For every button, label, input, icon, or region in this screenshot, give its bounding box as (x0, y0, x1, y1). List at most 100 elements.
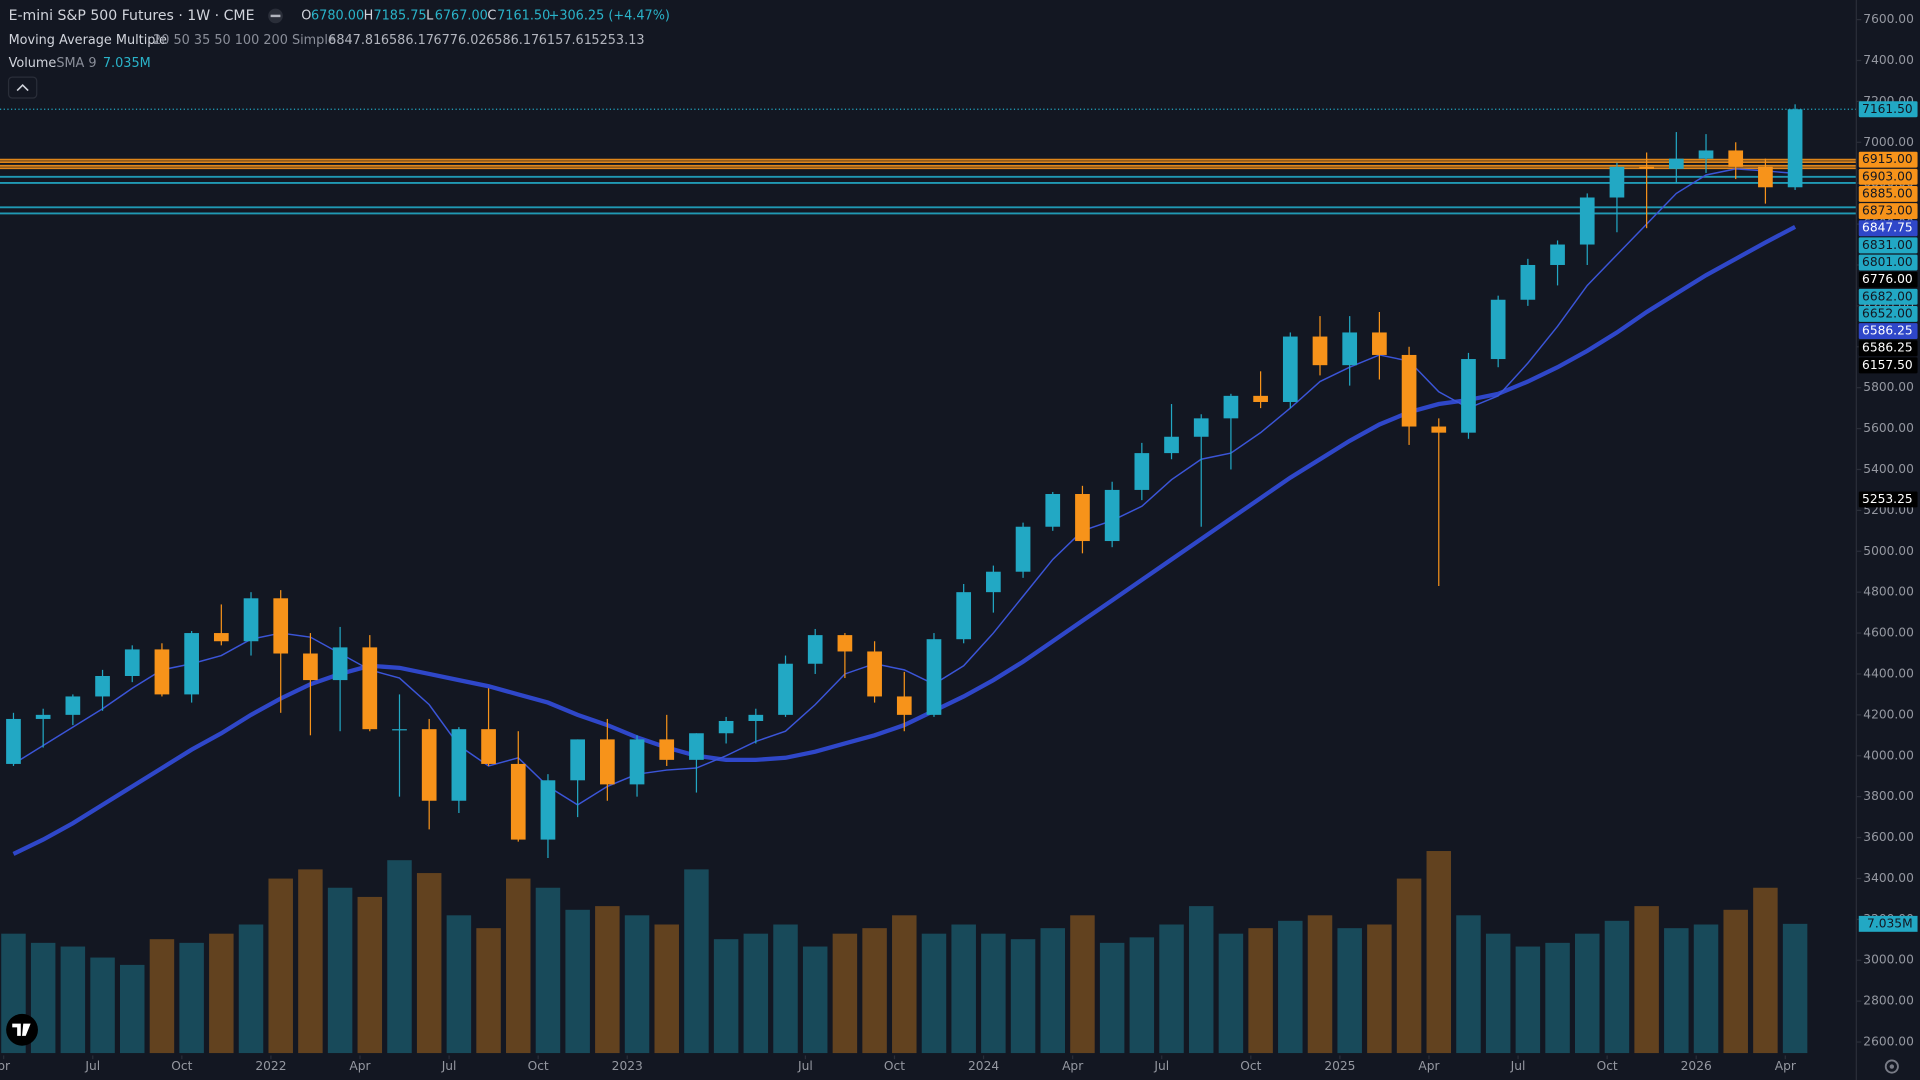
volume-label: 7.035M (1867, 916, 1913, 930)
x-tick-label: 2024 (968, 1059, 999, 1073)
price-label-bg (1858, 357, 1918, 374)
volume-bar (1456, 915, 1481, 1054)
y-tick-label: 5800.00 (1863, 380, 1914, 394)
volume-bar (773, 924, 798, 1054)
candle-body (95, 676, 110, 697)
y-tick-label: 5600.00 (1863, 421, 1914, 435)
candles (6, 104, 1803, 859)
price-label-bg (1858, 185, 1918, 202)
x-tick-label: Apr (349, 1059, 371, 1073)
volume-bar (209, 933, 234, 1054)
price-label: 6903.00 (1862, 169, 1913, 183)
y-tick-label: 4600.00 (1863, 626, 1914, 640)
candle-body (1787, 109, 1803, 188)
candle-body (1134, 453, 1150, 490)
price-label-bg (1858, 101, 1918, 118)
legend-header: E-mini S&P 500 Futures · 1W · CME O 6780… (7, 8, 670, 99)
candle-body (570, 739, 585, 781)
candle-body (1015, 526, 1031, 572)
price-label-bg (1858, 340, 1918, 357)
x-tick-label: Apr (1418, 1059, 1440, 1073)
ohlc-value: 7185.75 (373, 8, 426, 23)
x-tick-label: 2022 (255, 1059, 286, 1073)
price-label-bg (1858, 491, 1918, 508)
x-tick-label: pr (0, 1059, 11, 1073)
volume-bar (1307, 915, 1333, 1054)
price-label-bg (1858, 271, 1918, 288)
price-label: 5253.25 (1862, 492, 1913, 506)
volume-bar (446, 915, 472, 1054)
y-tick-label: 3600.00 (1863, 830, 1914, 844)
logo[interactable] (6, 1013, 38, 1046)
ohlc-value: 6767.00 (435, 8, 488, 23)
candle-body (600, 739, 615, 785)
price-label-bg (1858, 305, 1918, 322)
settings-button[interactable] (1884, 1059, 1899, 1074)
x-tick-label: 2023 (612, 1059, 643, 1073)
volume-bar (832, 933, 858, 1054)
candle-body (778, 663, 793, 715)
x-tick-label: Jul (797, 1059, 813, 1073)
candle-body (65, 696, 81, 715)
price-label-bg (1858, 237, 1918, 254)
volume-bar (1396, 878, 1422, 1054)
volume-bar (862, 928, 887, 1054)
candle-body (1372, 332, 1387, 355)
x-tick-label: Oct (171, 1059, 192, 1073)
candle-body (956, 592, 972, 640)
price-label-bg (1858, 151, 1918, 168)
volume-bar (1248, 928, 1273, 1054)
candle-body (332, 647, 348, 681)
x-tick-label: Apr (1775, 1059, 1797, 1073)
volume-bar (357, 896, 383, 1054)
candle-body (1193, 418, 1209, 437)
volume-bar (1664, 928, 1689, 1054)
price-label: 6873.00 (1862, 204, 1913, 218)
volume-bar (565, 909, 590, 1054)
candle-body (1520, 264, 1536, 300)
y-tick-label: 3400.00 (1863, 871, 1914, 885)
candle-body (1342, 332, 1358, 366)
volume-bar (1099, 942, 1125, 1054)
volume-bar (298, 869, 323, 1054)
volume-bar (120, 964, 145, 1054)
indicator-value: 6776.02 (433, 33, 486, 48)
volume-bar (476, 928, 501, 1054)
candle-body (1698, 150, 1714, 159)
collapse-button[interactable] (7, 76, 38, 99)
candle-body (540, 780, 556, 840)
x-tick-label: Jul (1153, 1059, 1169, 1073)
ohlc-key: O (301, 8, 311, 23)
candle-body (986, 571, 1001, 593)
volume-bar (387, 860, 412, 1054)
candle-body (124, 649, 140, 677)
volume-label-bg (1858, 915, 1918, 932)
axes: 2600.002800.003000.003200.003400.003600.… (0, 12, 1918, 1073)
candle-body (748, 714, 764, 721)
y-tick-label: 5400.00 (1863, 462, 1914, 476)
volume-bar (1129, 937, 1155, 1054)
indicator-name: Moving Average Multiple (9, 33, 167, 48)
volume-bar (802, 946, 828, 1054)
x-tick-label: Oct (1597, 1059, 1618, 1073)
x-tick-label: 2025 (1324, 1059, 1355, 1073)
visibility-toggle[interactable] (268, 8, 283, 24)
candle-body (451, 729, 467, 801)
y-tick-label: 3800.00 (1863, 789, 1914, 803)
ohlc-key: L (426, 8, 434, 23)
price-label: 6831.00 (1862, 238, 1913, 252)
volume-bar (506, 878, 531, 1054)
candle-body (659, 739, 675, 760)
volume-bar (713, 939, 739, 1054)
symbol-title: E-mini S&P 500 Futures · 1W · CME (9, 8, 255, 24)
x-tick-label: Jul (1510, 1059, 1526, 1073)
volume-bar (1782, 923, 1808, 1054)
volume-bar (624, 915, 650, 1054)
price-label: 6885.00 (1862, 186, 1913, 200)
volume-bar (1426, 851, 1452, 1054)
volume-pane (1, 851, 1808, 1054)
volume-bar (268, 878, 293, 1054)
ohlc-key: C (487, 8, 496, 23)
x-tick-label: Oct (884, 1059, 905, 1073)
candle-body (1282, 336, 1298, 402)
